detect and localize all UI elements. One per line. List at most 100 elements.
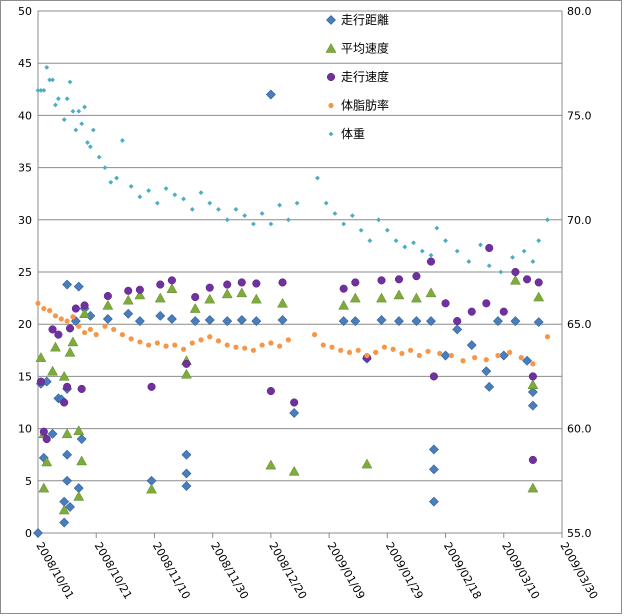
data-point	[251, 316, 262, 326]
data-point	[466, 259, 472, 264]
data-point	[510, 254, 515, 260]
data-point	[190, 316, 201, 326]
data-point	[426, 316, 436, 326]
data-point	[338, 316, 349, 326]
series-1	[33, 89, 544, 538]
data-point	[323, 200, 329, 206]
right-tick-label: 75.0	[567, 109, 592, 122]
data-point	[146, 483, 157, 494]
data-point	[42, 434, 51, 444]
data-point	[411, 292, 422, 303]
data-point	[58, 316, 64, 322]
data-point	[510, 316, 521, 326]
left-tick-label: 35	[18, 162, 32, 175]
data-point	[361, 458, 373, 469]
data-point	[250, 293, 262, 304]
data-point	[350, 316, 361, 326]
data-point	[114, 175, 119, 181]
data-point	[154, 200, 160, 206]
data-point	[233, 344, 239, 350]
left-tick-label: 50	[18, 5, 32, 18]
data-point	[434, 225, 440, 231]
data-point	[52, 313, 59, 319]
data-point	[351, 278, 360, 287]
left-tick-label: 5	[25, 475, 32, 488]
data-point	[62, 449, 73, 460]
data-point	[102, 323, 108, 329]
data-point	[216, 206, 221, 212]
data-point	[64, 96, 70, 102]
data-point	[437, 350, 443, 357]
data-point	[412, 272, 421, 281]
data-point	[35, 300, 41, 306]
data-point	[236, 287, 248, 298]
data-point	[205, 283, 214, 292]
data-point	[102, 299, 114, 310]
left-tick-label: 45	[18, 57, 32, 70]
data-point	[119, 332, 126, 338]
data-point	[90, 127, 96, 133]
data-point	[41, 305, 47, 312]
data-point	[77, 384, 86, 393]
data-point	[48, 325, 57, 334]
data-point	[265, 89, 276, 100]
data-point	[147, 382, 156, 391]
right-tick-label: 70.0	[567, 214, 592, 227]
data-point	[355, 347, 361, 353]
data-point	[38, 87, 44, 93]
data-point	[419, 248, 425, 254]
x-tick-label: 2009/01/29	[383, 540, 426, 601]
data-point	[277, 315, 288, 325]
data-point	[181, 196, 186, 202]
right-tick-label: 65.0	[567, 318, 592, 331]
data-point	[128, 183, 134, 189]
data-point	[251, 221, 256, 227]
data-point	[536, 238, 542, 244]
data-point	[250, 347, 257, 353]
data-point	[521, 248, 527, 254]
data-point	[485, 243, 494, 253]
data-point	[390, 346, 396, 352]
data-point	[76, 455, 88, 466]
data-point	[358, 227, 364, 233]
x-tick-label: 2008/10/01	[33, 540, 76, 601]
data-point	[137, 194, 143, 200]
data-point	[236, 315, 247, 325]
data-point	[527, 387, 538, 397]
data-point	[498, 350, 509, 361]
data-point	[367, 238, 373, 244]
data-point	[453, 317, 462, 326]
left-tick-label: 40	[18, 109, 32, 122]
data-point	[134, 316, 145, 326]
data-point	[73, 425, 85, 435]
data-point	[289, 408, 300, 418]
data-point	[364, 352, 370, 359]
left-tick-label: 10	[18, 423, 32, 436]
data-point	[425, 287, 437, 298]
data-point	[277, 343, 283, 349]
data-point	[399, 350, 405, 357]
data-point	[486, 263, 492, 269]
data-point	[70, 314, 76, 320]
data-point	[339, 284, 348, 293]
data-point	[268, 340, 274, 346]
data-point	[511, 267, 520, 277]
data-point	[478, 242, 483, 248]
legend-marker	[325, 42, 337, 53]
data-point	[527, 482, 539, 493]
data-point	[224, 342, 230, 348]
data-point	[528, 372, 537, 381]
data-point	[58, 504, 70, 515]
data-point	[61, 117, 67, 122]
data-point	[54, 330, 63, 339]
left-tick-label: 20	[18, 318, 32, 331]
data-point	[181, 449, 192, 460]
data-point	[242, 213, 248, 219]
data-point	[311, 332, 318, 338]
series-5	[35, 64, 550, 275]
data-point	[484, 381, 495, 392]
data-point	[85, 140, 90, 145]
data-point	[428, 444, 439, 455]
data-point	[64, 318, 70, 324]
data-point	[62, 475, 73, 486]
